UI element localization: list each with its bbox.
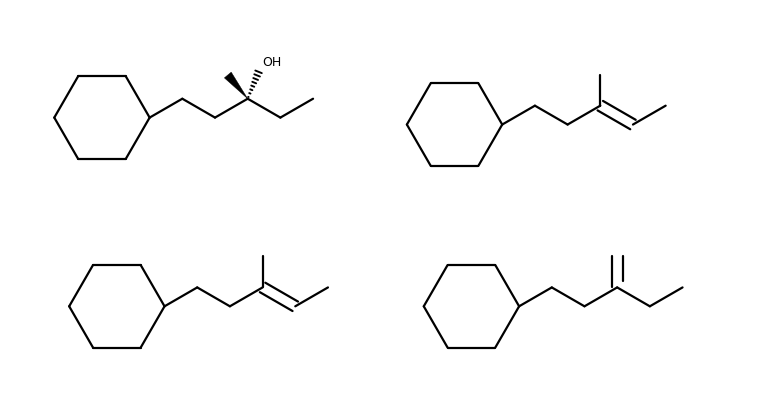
Polygon shape [224,73,247,99]
Text: OH: OH [262,56,282,69]
